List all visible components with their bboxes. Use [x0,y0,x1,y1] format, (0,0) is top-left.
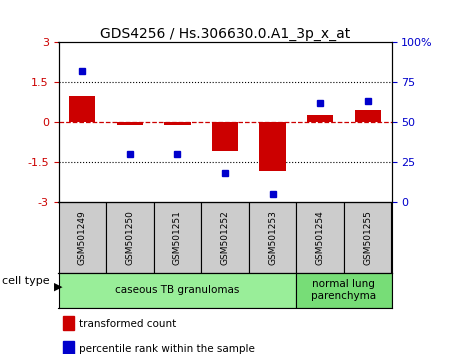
Bar [69,96,95,122]
Bar [344,202,392,273]
Text: GSM501253: GSM501253 [268,210,277,265]
Bar [307,115,333,122]
Text: GSM501255: GSM501255 [363,210,372,265]
Bar [153,202,201,273]
Bar [297,202,344,273]
Bar [297,273,392,308]
Bar [58,202,106,273]
Bar [249,202,297,273]
Text: percentile rank within the sample: percentile rank within the sample [79,344,255,354]
Bar [164,122,190,125]
Bar [106,202,153,273]
Text: GSM501251: GSM501251 [173,210,182,265]
Text: GSM501252: GSM501252 [220,210,230,264]
Bar [355,110,381,122]
Text: GSM501249: GSM501249 [78,210,87,264]
Text: GSM501250: GSM501250 [126,210,135,265]
Bar [201,202,249,273]
Text: GSM501254: GSM501254 [315,210,324,264]
Text: ▶: ▶ [54,282,63,292]
Bar [260,122,286,171]
Text: cell type: cell type [2,276,49,286]
Text: caseous TB granulomas: caseous TB granulomas [115,285,239,295]
Text: transformed count: transformed count [79,319,176,329]
Bar [117,122,143,125]
Bar [58,273,297,308]
Text: normal lung
parenchyma: normal lung parenchyma [311,279,377,301]
Bar [212,122,238,152]
Title: GDS4256 / Hs.306630.0.A1_3p_x_at: GDS4256 / Hs.306630.0.A1_3p_x_at [100,28,350,41]
